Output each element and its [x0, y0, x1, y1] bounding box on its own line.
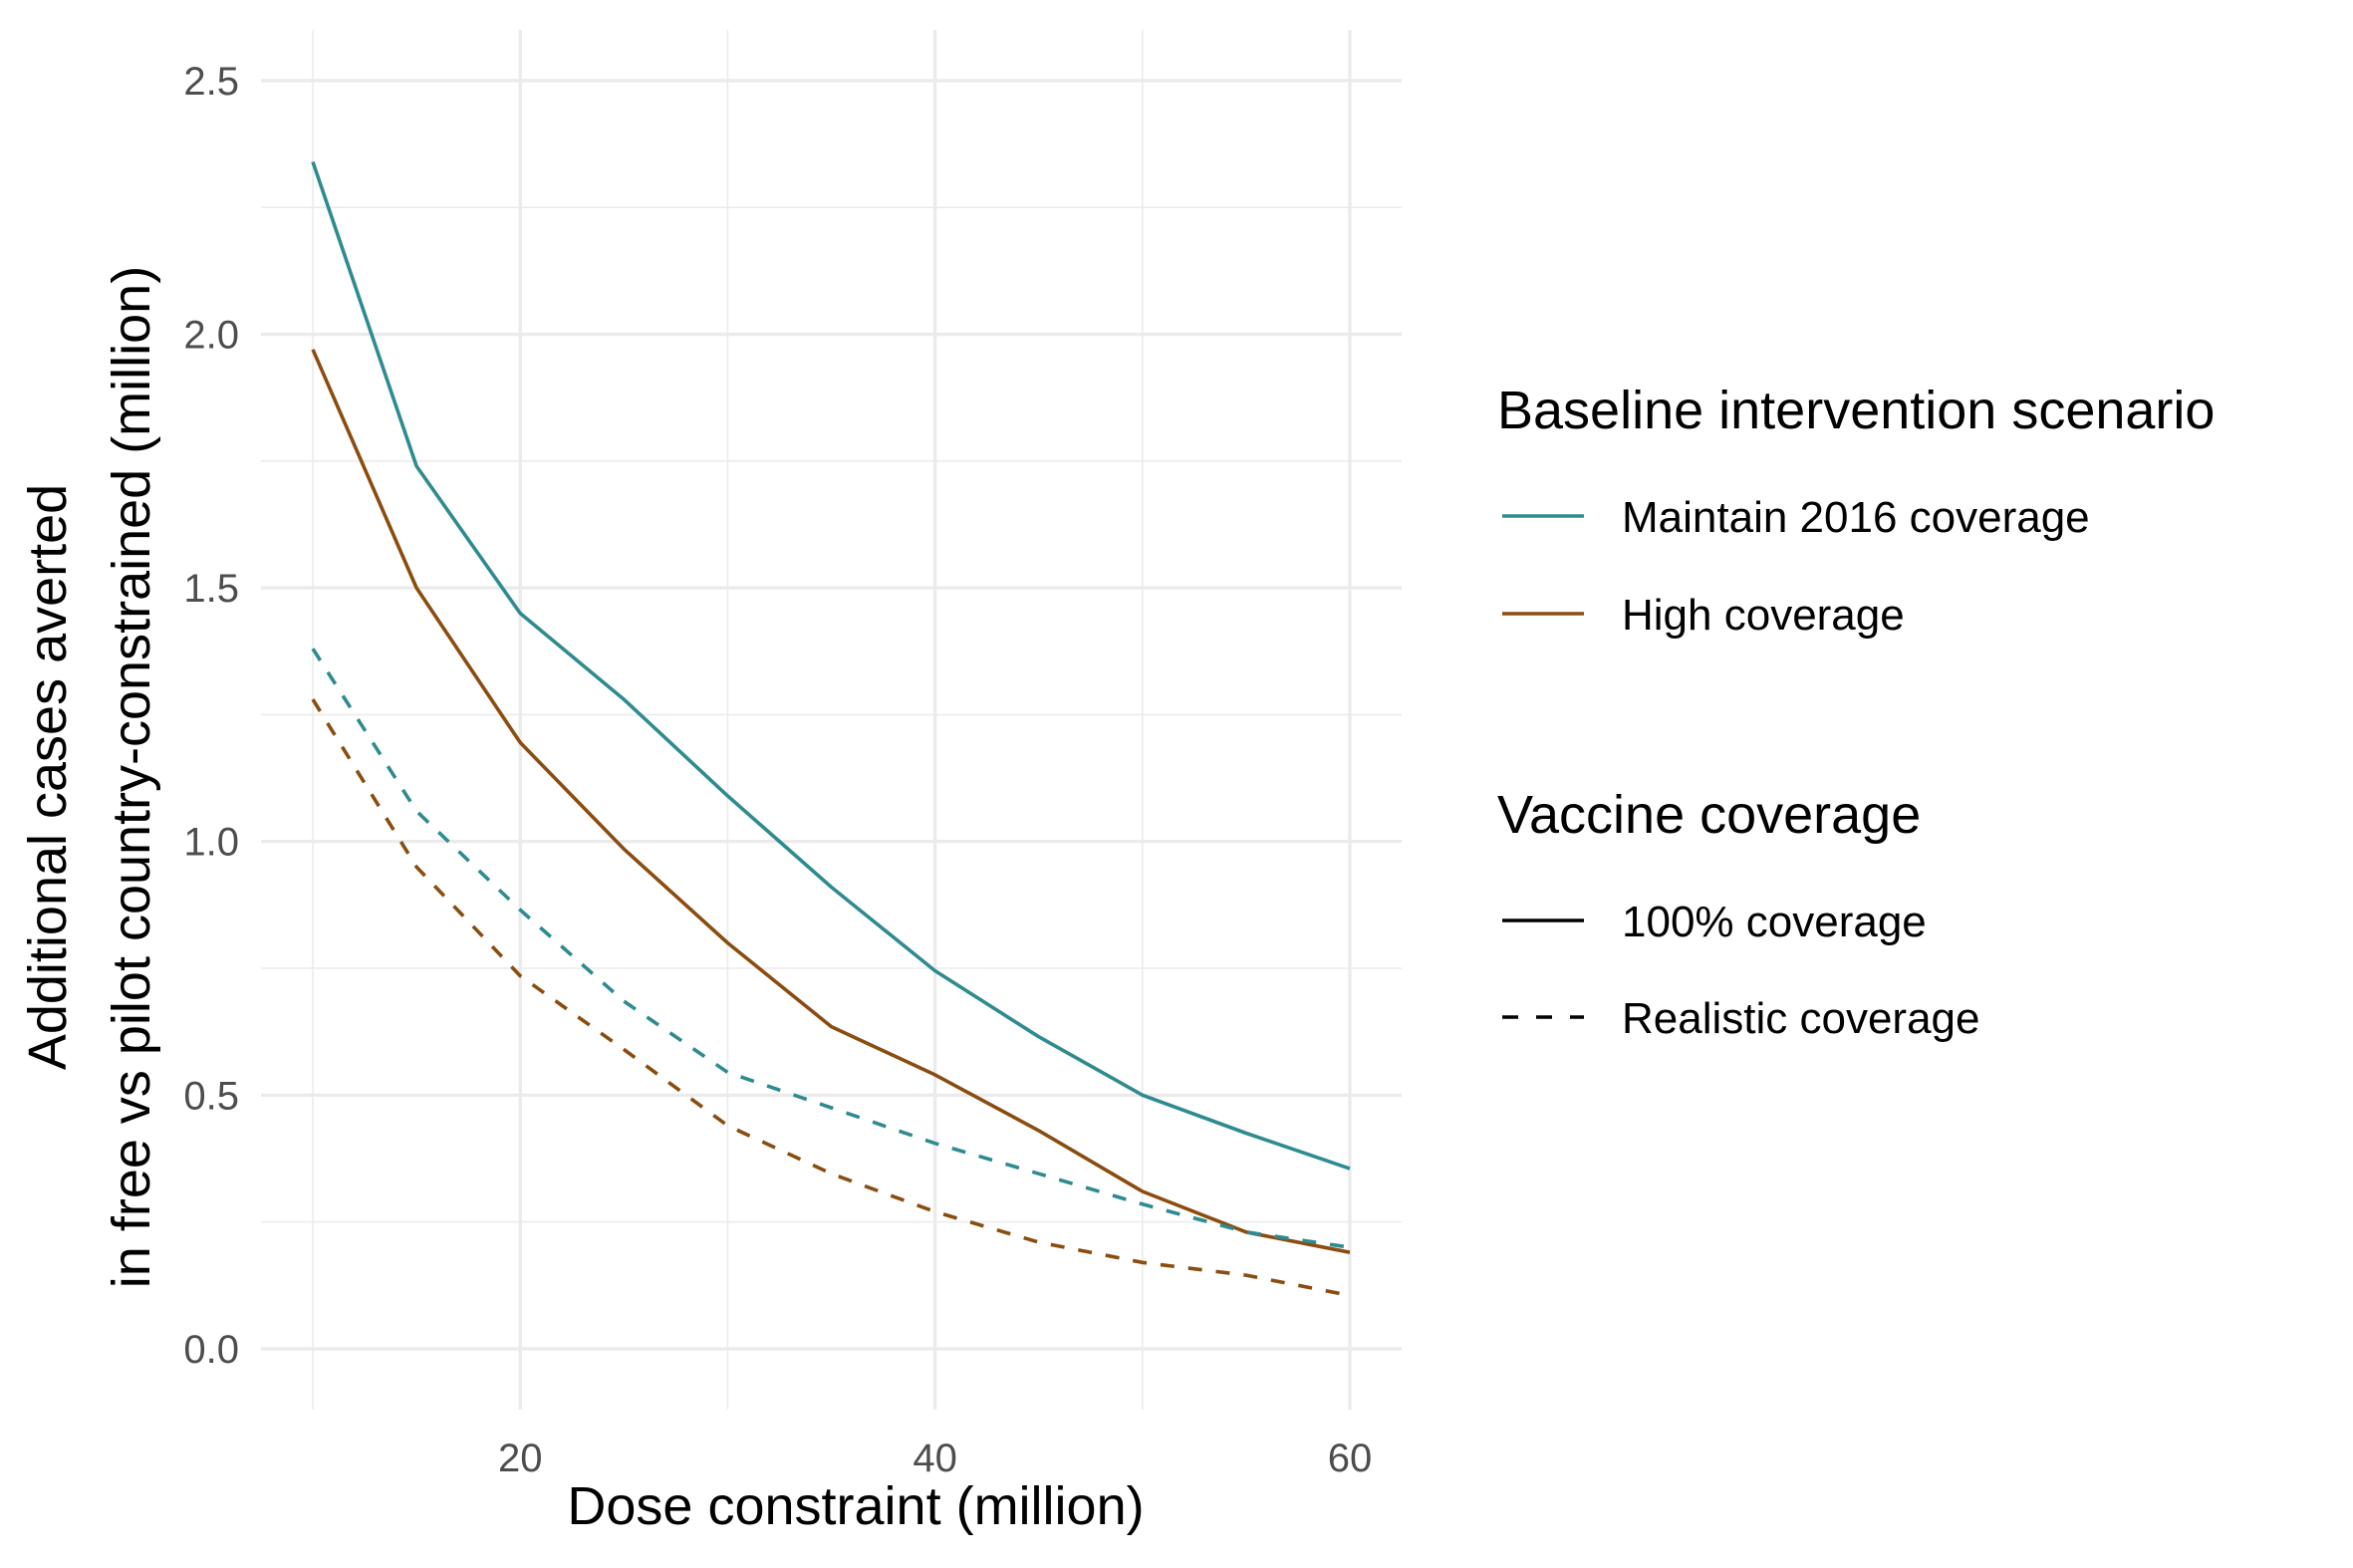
x-axis-title: Dose constraint (million) [567, 1476, 1144, 1536]
legend: Baseline intervention scenario Maintain 2… [1497, 381, 2215, 1043]
y-tick-label: 0.0 [183, 1328, 239, 1372]
series-line-1 [311, 160, 1351, 1171]
legend-title: Vaccine coverage [1497, 785, 1921, 845]
legend-label: Realistic coverage [1622, 994, 1980, 1043]
y-axis-title-line-2: in free vs pilot country-constrained (mi… [102, 266, 161, 1288]
series-line-3 [311, 648, 1351, 1249]
y-tick-label: 2.5 [183, 60, 239, 104]
legend-label: 100% coverage [1622, 898, 1927, 946]
y-axis-title: Additional cases averted in free vs pilo… [18, 266, 161, 1288]
major-gridlines [261, 30, 1402, 1410]
legend-label: Maintain 2016 coverage [1622, 493, 2090, 542]
y-tick-label: 1.0 [183, 821, 239, 865]
series-line-2 [311, 349, 1351, 1254]
y-tick-label: 1.5 [183, 567, 239, 611]
y-axis-title-line-1: Additional cases averted [18, 484, 78, 1070]
legend-label: High coverage [1622, 591, 1905, 640]
x-tick-label: 20 [498, 1437, 543, 1480]
x-tick-label: 60 [1328, 1437, 1373, 1480]
minor-gridlines [261, 30, 1402, 1410]
x-tick-label: 40 [913, 1437, 957, 1480]
x-axis-tick-labels: 20 40 60 [498, 1437, 1372, 1480]
series-lines [311, 160, 1351, 1298]
y-tick-label: 2.0 [183, 314, 239, 358]
legend-title: Baseline intervention scenario [1497, 381, 2215, 440]
y-axis-tick-labels: 0.0 0.5 1.0 1.5 2.0 2.5 [183, 60, 239, 1372]
y-tick-label: 0.5 [183, 1074, 239, 1118]
